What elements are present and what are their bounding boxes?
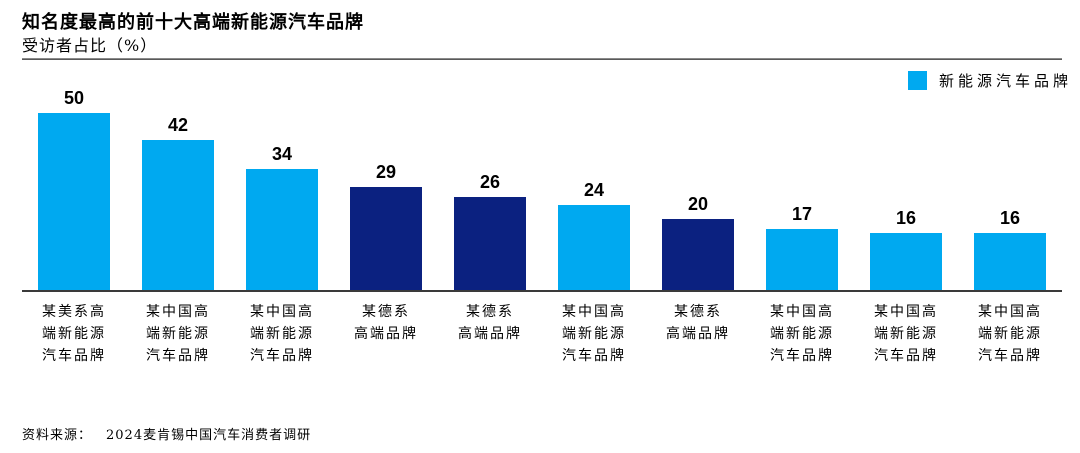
bar-value-label: 16 <box>999 208 1021 228</box>
bar-value-label: 17 <box>791 204 813 224</box>
bar-category-label: 某中国高 端新能源 汽车品牌 <box>874 304 938 364</box>
bar-category-label: 某德系 高端品牌 <box>354 304 418 342</box>
bar <box>246 169 318 290</box>
source-text: 2024麦肯锡中国汽车消费者调研 <box>106 428 312 443</box>
bar <box>142 140 214 290</box>
bar <box>662 219 734 290</box>
bar <box>38 113 110 290</box>
bar-group: 17 <box>750 88 854 290</box>
source-label: 资料来源： <box>22 428 93 443</box>
bar-group: 20 <box>646 88 750 290</box>
bar <box>558 205 630 290</box>
bar <box>350 187 422 290</box>
bar <box>870 233 942 290</box>
bar-group: 16 <box>958 88 1062 290</box>
bar-group: 26 <box>438 88 542 290</box>
bar-category-label: 某美系高 端新能源 汽车品牌 <box>42 304 106 364</box>
bar-value-label: 26 <box>479 172 501 192</box>
bar <box>974 233 1046 290</box>
bar-group: 16 <box>854 88 958 290</box>
bar-group: 29 <box>334 88 438 290</box>
source-note: 资料来源： 2024麦肯锡中国汽车消费者调研 <box>22 424 311 443</box>
bar-chart-plot-area: 50 42 34 29 26 24 20 17 16 16 <box>22 88 1062 290</box>
bar-value-label: 29 <box>375 162 397 182</box>
bar-value-label: 20 <box>687 194 709 214</box>
bar-category-label: 某中国高 端新能源 汽车品牌 <box>978 304 1042 364</box>
chart-legend: 新能源汽车品牌 <box>907 70 1072 91</box>
bar-category-label: 某中国高 端新能源 汽车品牌 <box>146 304 210 364</box>
bar-group: 34 <box>230 88 334 290</box>
chart-title: 知名度最高的前十大高端新能源汽车品牌 <box>22 12 364 33</box>
bar-value-label: 42 <box>167 115 189 135</box>
bar-value-label: 50 <box>63 88 85 108</box>
bar-category-label: 某中国高 端新能源 汽车品牌 <box>250 304 314 364</box>
legend-swatch-icon <box>907 71 927 90</box>
bar-value-label: 24 <box>583 180 605 200</box>
bar-category-label: 某中国高 端新能源 汽车品牌 <box>562 304 626 364</box>
bar-category-label: 某中国高 端新能源 汽车品牌 <box>770 304 834 364</box>
bar-value-label: 16 <box>895 208 917 228</box>
x-axis-line <box>22 290 1062 292</box>
bar <box>454 197 526 290</box>
bar-value-label: 34 <box>271 144 293 164</box>
bar-group: 42 <box>126 88 230 290</box>
bar-category-label: 某德系 高端品牌 <box>458 304 522 342</box>
bar-category-label: 某德系 高端品牌 <box>666 304 730 342</box>
bar <box>766 229 838 290</box>
x-axis-labels: 某美系高 端新能源 汽车品牌 某中国高 端新能源 汽车品牌 某中国高 端新能源 汽车… <box>22 301 1062 367</box>
legend-label: 新能源汽车品牌 <box>938 72 1072 90</box>
bar-group: 24 <box>542 88 646 290</box>
header-separator-line <box>22 58 1062 60</box>
bar-group: 50 <box>22 88 126 290</box>
chart-subtitle: 受访者占比（%） <box>22 36 158 55</box>
